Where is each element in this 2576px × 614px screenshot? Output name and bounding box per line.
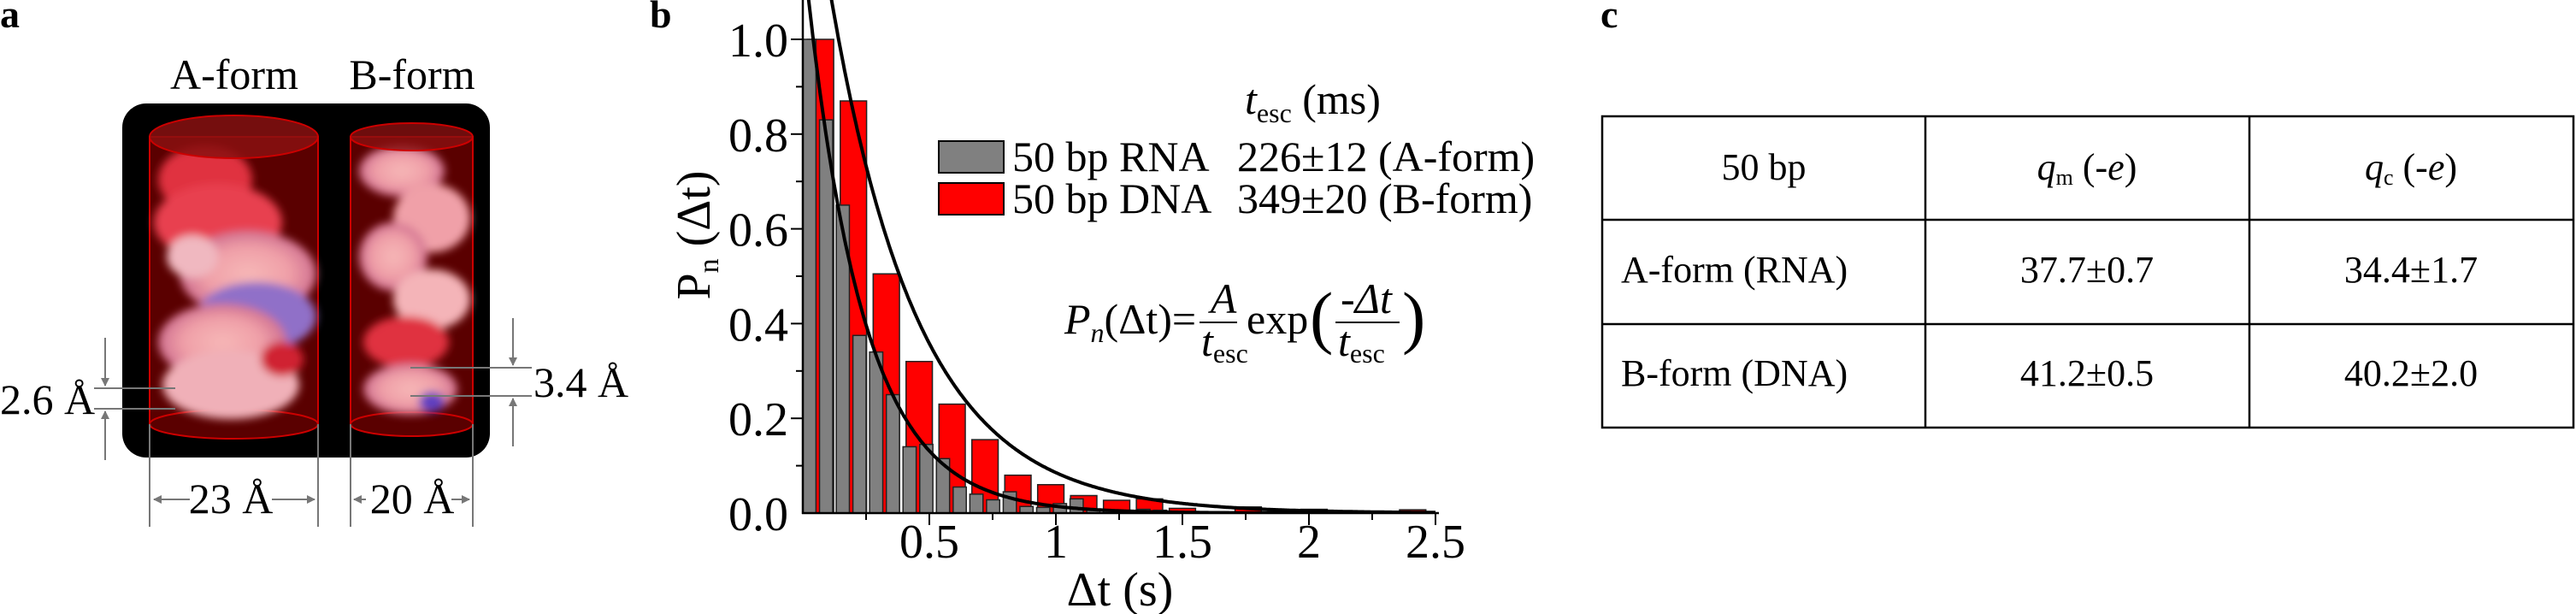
y-tick-label: 0.2 (728, 393, 788, 446)
rna-bar (869, 351, 884, 514)
table-header-qc: qc (-e) (2365, 146, 2457, 190)
table-row-label: B-form (DNA) (1621, 352, 1848, 394)
svg-text:exp: exp (1247, 295, 1308, 343)
svg-text:tesc: tesc (1338, 317, 1385, 369)
x-tick-label: 0.5 (899, 516, 959, 569)
panel-b-chart: b 0.5 1 1.5 2 2.5 0.0 0.2 0.4 0.6 0.8 1.… (650, 0, 1535, 614)
table-cell-qc: 34.4±1.7 (2344, 249, 2478, 291)
table-header-sample: 50 bp (1722, 146, 1807, 188)
axis-ticks (791, 38, 1436, 525)
panel-a: a A-form B-form (0, 0, 628, 527)
x-tick-labels: 0.5 1 1.5 2 2.5 (899, 516, 1465, 569)
y-axis-title: Pn (Δt) (668, 170, 725, 299)
rna-bar (852, 334, 867, 514)
svg-text:A: A (1208, 275, 1237, 322)
svg-text:tesc: tesc (1201, 317, 1248, 369)
y-tick-labels: 0.0 0.2 0.4 0.6 0.8 1.0 (728, 15, 788, 541)
legend-swatch-dna (938, 182, 1005, 215)
svg-text:Pn(Δt)=: Pn(Δt)= (1064, 295, 1196, 348)
x-axis-title: Δt (s) (1067, 564, 1174, 614)
x-tick-label: 2.5 (1406, 516, 1465, 569)
table-cell-qc: 40.2±2.0 (2344, 352, 2478, 394)
legend-header: tesc (ms) (1245, 75, 1381, 128)
svg-text:): ) (1402, 278, 1425, 356)
y-tick-label: 0.6 (728, 204, 788, 257)
legend-label-dna: 50 bp DNA (1012, 174, 1211, 222)
a-form-label: A-form (170, 50, 298, 98)
x-tick-label: 1.5 (1152, 516, 1212, 569)
rna-bar (885, 393, 900, 514)
legend-value-rna: 226±12 (A-form) (1237, 133, 1535, 180)
legend-label-rna: 50 bp RNA (1012, 133, 1210, 180)
y-tick-label: 0.8 (728, 109, 788, 162)
b-form-helix-surface (359, 145, 470, 415)
rna-bar (952, 486, 967, 514)
b-form-width-label: 20 Å (370, 475, 455, 522)
dimension-lines (94, 318, 532, 527)
x-tick-label: 2 (1297, 516, 1321, 569)
y-tick-label: 0.0 (728, 488, 788, 541)
legend-swatch-rna (938, 140, 1005, 174)
legend: tesc (ms) 50 bp RNA 226±12 (A-form) 50 b… (938, 75, 1535, 222)
table-cell-qm: 37.7±0.7 (2020, 249, 2154, 291)
rna-bar (1069, 498, 1084, 514)
svg-text:-Δt: -Δt (1341, 275, 1393, 322)
y-tick-label: 0.4 (728, 298, 788, 351)
y-tick-label: 1.0 (728, 15, 788, 68)
a-form-helix-cylinder (149, 115, 319, 440)
b-form-label: B-form (349, 50, 475, 98)
panel-label-b: b (650, 0, 672, 36)
table-row-label: A-form (RNA) (1621, 249, 1848, 291)
table-grid (1600, 115, 2575, 429)
x-tick-label: 1 (1044, 516, 1068, 569)
a-form-helix-surface (154, 145, 316, 419)
rna-bar (986, 499, 1001, 514)
panel-c-table: c 50 bp qm (-e) qc (-e) A-form (RNA) 37.… (1600, 0, 2575, 429)
rna-bar (818, 119, 834, 514)
b-form-helix-cylinder (350, 122, 474, 437)
svg-text:(: ( (1310, 278, 1333, 356)
table-header-qm: qm (-e) (2037, 146, 2137, 190)
a-form-rise-label: 2.6 Å (0, 375, 95, 423)
rna-bar (803, 38, 817, 514)
table-cell-qm: 41.2±0.5 (2020, 352, 2154, 394)
rna-bar (969, 493, 984, 514)
legend-value-dna: 349±20 (B-form) (1237, 174, 1532, 222)
b-form-rise-label: 3.4 Å (533, 358, 628, 406)
a-form-width-label: 23 Å (189, 475, 274, 522)
panel-label-a: a (0, 0, 20, 36)
fit-formula: Pn(Δt)= A tesc exp ( -Δt tesc ) (1064, 275, 1425, 369)
rna-bar (902, 446, 917, 514)
panel-label-c: c (1600, 0, 1618, 36)
